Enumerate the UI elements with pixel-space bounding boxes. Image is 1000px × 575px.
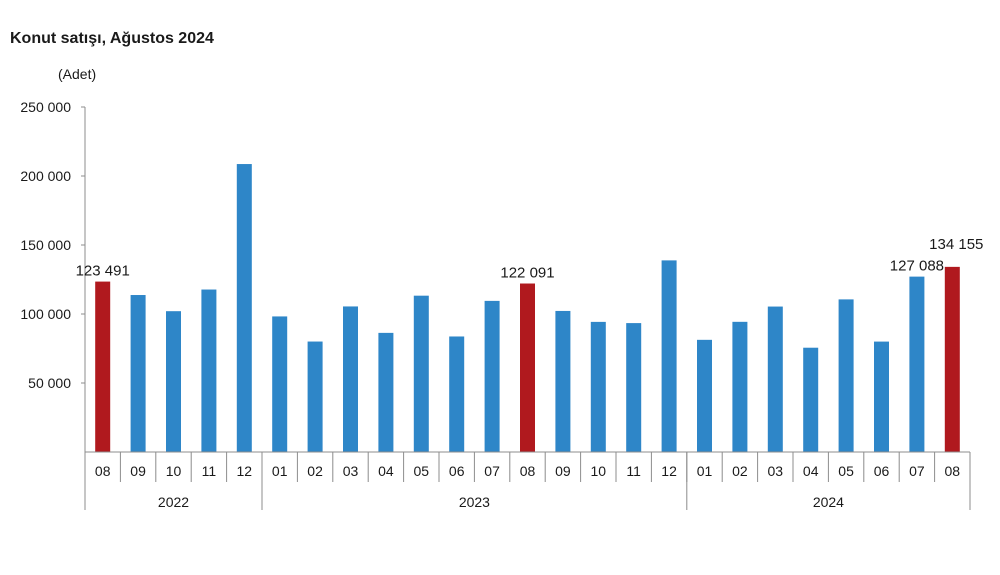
x-tick-label: 01 (272, 463, 288, 479)
data-label: 134 155 (929, 236, 983, 253)
bar (413, 295, 429, 452)
x-tick-label: 06 (449, 463, 465, 479)
x-tick-label: 08 (520, 463, 536, 479)
y-tick-label: 250 000 (20, 99, 71, 115)
x-tick-label: 02 (732, 463, 748, 479)
bar (732, 321, 748, 452)
x-tick-label: 07 (484, 463, 500, 479)
x-tick-label: 02 (307, 463, 323, 479)
data-label: 123 491 (76, 263, 130, 280)
bar (661, 260, 677, 452)
x-tick-label: 04 (803, 463, 819, 479)
bar (449, 336, 465, 452)
bar (590, 321, 606, 452)
bar (909, 276, 925, 452)
bar (201, 289, 217, 452)
bar (838, 299, 854, 452)
bar (874, 341, 889, 452)
bar (166, 311, 181, 452)
x-tick-label: 04 (378, 463, 394, 479)
data-labels: 123 491 122 091 127 088 134 155 (76, 236, 984, 282)
x-tick-label: 07 (909, 463, 925, 479)
x-tick-label: 08 (95, 463, 111, 479)
bar (767, 306, 783, 452)
year-label: 2023 (459, 494, 490, 510)
y-tick-label: 100 000 (20, 306, 71, 322)
y-tick-label: 150 000 (20, 237, 71, 253)
x-tick-label: 06 (874, 463, 890, 479)
data-label: 127 088 (890, 258, 944, 275)
bar (307, 341, 323, 452)
bar (520, 283, 535, 452)
bar (236, 164, 252, 453)
x-tick-label: 08 (945, 463, 961, 479)
y-axis-unit-label: (Adet) (58, 66, 96, 82)
x-tick-label: 12 (237, 463, 253, 479)
x-tick-label: 10 (166, 463, 182, 479)
year-label: 2022 (158, 494, 189, 510)
bar (626, 323, 642, 452)
bar (343, 306, 358, 452)
bars (95, 164, 960, 453)
bar (378, 332, 394, 452)
y-axis-ticks: 50 000 100 000 150 000 200 000 250 000 (20, 99, 86, 452)
x-tick-label: 05 (414, 463, 430, 479)
year-label: 2024 (813, 494, 844, 510)
bar (803, 347, 819, 452)
y-tick-label: 50 000 (28, 375, 71, 391)
x-tick-label: 10 (591, 463, 607, 479)
x-axis: 08 09 10 11 12 01 02 03 04 05 06 07 08 09 10 11 12 01 02 03… (84, 451, 971, 510)
x-tick-label: 09 (130, 463, 146, 479)
data-label: 122 091 (500, 265, 554, 282)
x-tick-label: 12 (661, 463, 677, 479)
x-tick-label: 11 (202, 463, 217, 479)
bar (272, 316, 288, 452)
bar (697, 339, 712, 452)
bar (484, 300, 500, 452)
x-tick-label: 11 (626, 463, 641, 479)
bar (95, 281, 111, 452)
x-tick-label: 03 (343, 463, 359, 479)
bar (555, 310, 571, 452)
chart-title: Konut satışı, Ağustos 2024 (10, 30, 214, 47)
x-tick-label: 01 (697, 463, 713, 479)
bar (944, 266, 960, 452)
y-tick-label: 200 000 (20, 168, 71, 184)
bar (130, 295, 146, 452)
x-tick-label: 09 (555, 463, 571, 479)
x-tick-label: 03 (768, 463, 784, 479)
x-tick-label: 05 (838, 463, 854, 479)
